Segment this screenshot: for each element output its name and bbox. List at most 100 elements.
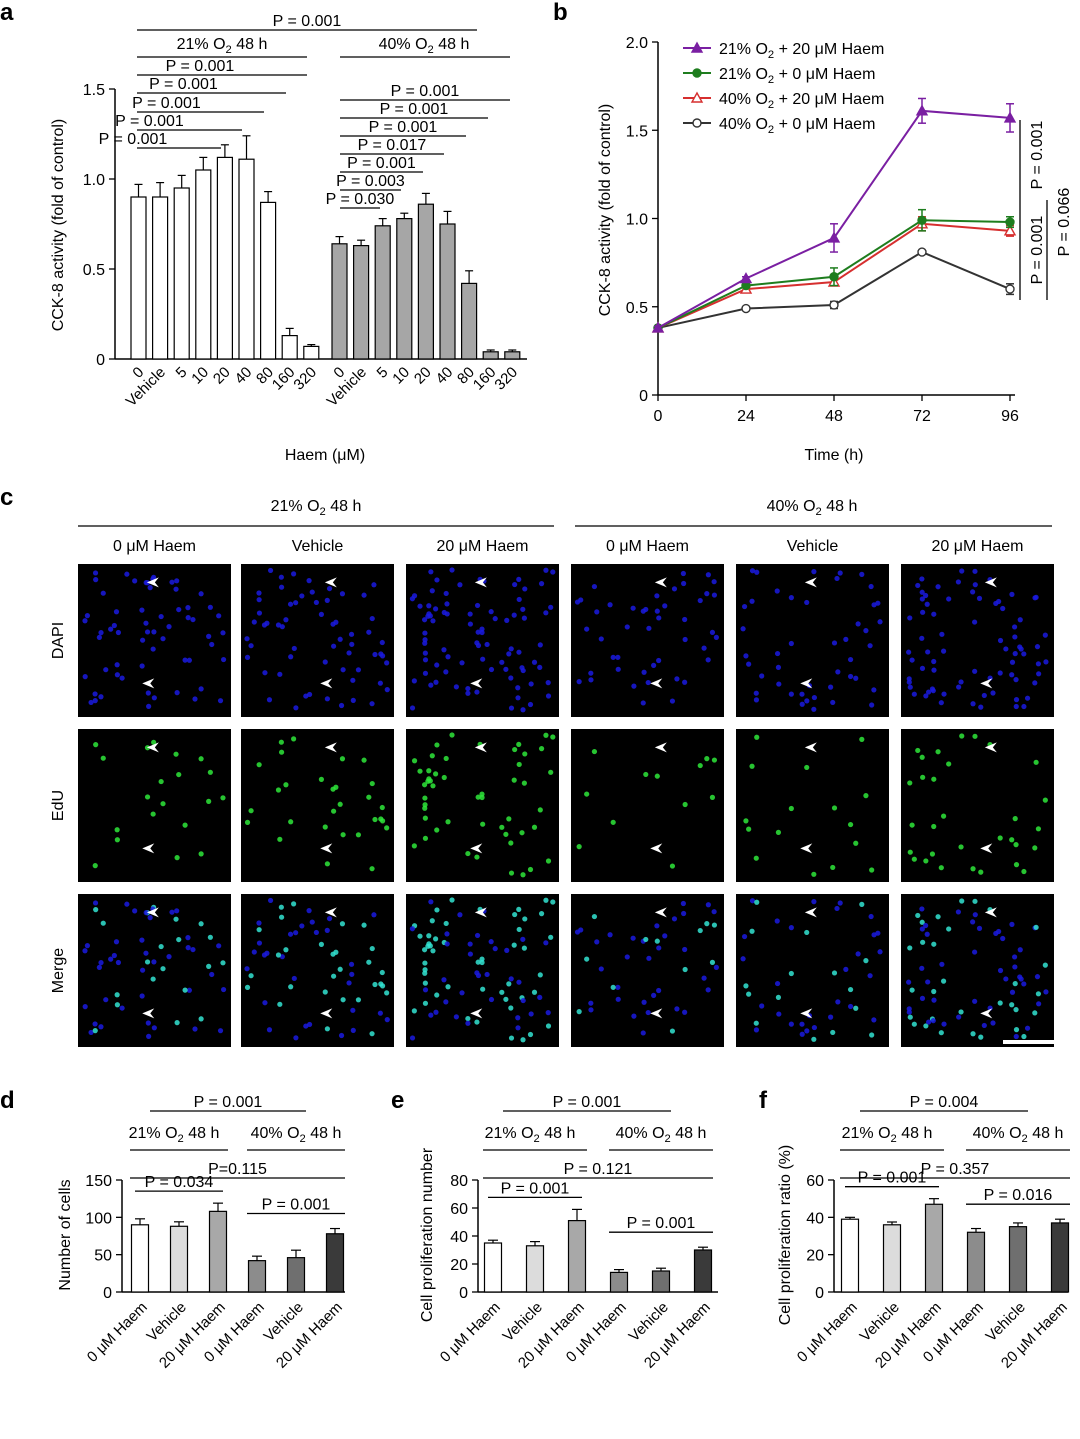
pval-left-2-label: P = 0.001 xyxy=(132,95,201,112)
micrograph xyxy=(241,729,394,882)
nucleus xyxy=(337,801,343,807)
nucleus xyxy=(480,656,486,662)
nucleus xyxy=(847,1003,854,1010)
nucleus xyxy=(919,576,925,582)
nucleus xyxy=(697,597,703,604)
nucleus xyxy=(479,794,485,801)
nucleus xyxy=(955,909,961,915)
pval-left-label: P = 0.034 xyxy=(145,1174,214,1191)
nucleus xyxy=(324,1026,330,1032)
nucleus xyxy=(1021,981,1027,987)
nucleus xyxy=(972,582,978,588)
pval-left-label: P = 0.001 xyxy=(501,1180,570,1197)
bar xyxy=(882,1224,902,1293)
bar xyxy=(374,225,391,360)
nucleus xyxy=(333,619,339,625)
nucleus xyxy=(955,579,961,585)
nucleus xyxy=(705,657,711,663)
nucleus xyxy=(207,604,213,610)
marker xyxy=(690,41,704,53)
nucleus xyxy=(278,574,284,580)
nucleus xyxy=(1009,1002,1015,1008)
nucleus xyxy=(711,909,717,915)
bar xyxy=(208,1210,228,1293)
nucleus xyxy=(287,931,294,937)
nucleus xyxy=(293,600,299,606)
nucleus xyxy=(92,1028,98,1034)
nucleus xyxy=(291,975,297,982)
nucleus xyxy=(378,981,384,987)
y-tick-label: 40 xyxy=(806,1210,824,1227)
nucleus xyxy=(422,960,428,966)
nucleus xyxy=(111,622,117,629)
nucleus xyxy=(124,571,130,577)
nucleus xyxy=(877,949,883,955)
nucleus xyxy=(941,1021,947,1027)
nucleus xyxy=(959,733,965,739)
nucleus xyxy=(709,794,716,800)
group-label-40: 40% O2 48 h xyxy=(616,1125,707,1145)
bar xyxy=(439,223,456,360)
pval-label: P = 0.001 xyxy=(1029,121,1046,190)
nucleus xyxy=(98,1024,104,1030)
nucleus xyxy=(337,636,343,642)
y-tick-label: 0 xyxy=(459,1285,468,1302)
nucleus xyxy=(799,1031,805,1037)
nucleus xyxy=(174,1020,180,1026)
nucleus xyxy=(173,586,179,592)
pval-right-label: P = 0.016 xyxy=(984,1187,1053,1204)
nucleus xyxy=(262,670,268,676)
nucleus xyxy=(150,976,156,982)
nucleus xyxy=(847,656,854,663)
pval-right-5-label: P = 0.003 xyxy=(336,173,405,190)
nucleus xyxy=(115,959,122,966)
nucleus xyxy=(516,649,522,655)
arrowhead-icon xyxy=(984,742,997,753)
nucleus xyxy=(371,582,377,588)
pval-right-1-label: P = 0.001 xyxy=(380,101,449,118)
nucleus xyxy=(1013,1007,1019,1013)
nucleus xyxy=(147,915,153,921)
nucleus xyxy=(711,592,718,598)
bar xyxy=(195,169,212,360)
x-tick-label: 0 μM Haem xyxy=(84,1299,151,1366)
nucleus xyxy=(474,854,480,860)
nucleus xyxy=(244,636,250,642)
nucleus xyxy=(924,931,930,937)
nucleus xyxy=(1032,1010,1038,1016)
nucleus xyxy=(114,662,120,668)
nucleus xyxy=(350,1007,356,1013)
group-label-21: 21% O2 48 h xyxy=(271,498,362,518)
nucleus xyxy=(504,617,510,623)
bar xyxy=(238,158,255,360)
nucleus xyxy=(377,1010,383,1016)
nucleus xyxy=(588,1007,594,1013)
bar xyxy=(169,1225,189,1293)
nucleus xyxy=(584,791,590,797)
nucleus xyxy=(422,980,428,986)
nucleus xyxy=(256,940,263,946)
nucleus xyxy=(198,591,204,597)
nucleus xyxy=(753,697,760,703)
group-label-40: 40% O2 48 h xyxy=(379,36,470,56)
y-tick-label: 1.0 xyxy=(626,212,648,229)
nucleus xyxy=(278,584,285,590)
nucleus xyxy=(919,926,925,932)
nucleus xyxy=(545,680,551,686)
nucleus xyxy=(970,701,976,707)
nucleus xyxy=(244,984,251,990)
nucleus xyxy=(256,610,263,616)
nucleus xyxy=(906,649,912,655)
nucleus xyxy=(631,683,637,689)
nucleus xyxy=(492,616,498,622)
nucleus xyxy=(674,1006,680,1012)
nucleus xyxy=(422,987,429,993)
arrowhead-icon xyxy=(474,742,487,753)
nucleus xyxy=(682,679,688,685)
nucleus xyxy=(182,657,188,663)
nucleus xyxy=(775,994,782,1000)
nucleus xyxy=(151,695,157,701)
nucleus xyxy=(938,865,944,871)
nucleus xyxy=(422,637,428,643)
nucleus xyxy=(515,695,521,701)
